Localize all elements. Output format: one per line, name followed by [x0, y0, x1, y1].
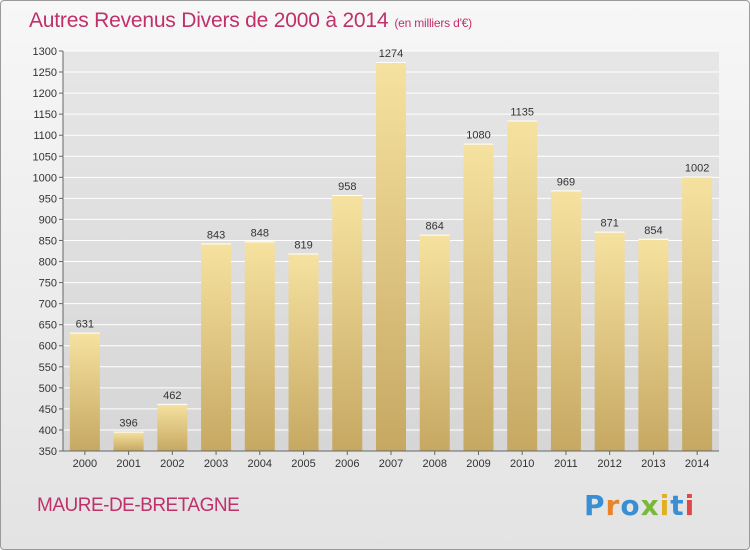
bar-value-label: 396 [119, 418, 137, 430]
logo-letter: o [620, 489, 641, 522]
logo-letter: i [659, 489, 671, 522]
bar-value-label: 969 [557, 176, 575, 188]
x-tick-label: 2007 [379, 458, 403, 470]
bar [463, 143, 494, 451]
x-tick-label: 2002 [160, 458, 184, 470]
y-tick-label: 350 [39, 446, 57, 458]
chart-title-text: Autres Revenus Divers de 2000 à 2014 [29, 9, 389, 32]
bar [550, 190, 581, 452]
y-tick-label: 1200 [33, 88, 57, 100]
bar [638, 238, 669, 451]
y-tick-label: 450 [39, 404, 57, 416]
chart-title: Autres Revenus Divers de 2000 à 2014 (en … [29, 9, 472, 33]
y-tick-label: 500 [39, 383, 57, 395]
bars [69, 61, 713, 452]
x-tick-label: 2014 [685, 458, 709, 470]
bar [594, 231, 625, 451]
y-tick-label: 1050 [33, 151, 57, 163]
bar [332, 195, 363, 451]
y-tick-label: 600 [39, 341, 57, 353]
bar-value-label: 843 [207, 229, 225, 241]
location-label: MAURE-DE-BRETAGNE [37, 495, 240, 516]
bar-value-label: 462 [163, 390, 181, 402]
y-tick-label: 1250 [33, 67, 57, 79]
logo-letter: r [605, 489, 621, 522]
y-tick-label: 850 [39, 235, 57, 247]
x-axis: 2000 2001 2002 2003 2004 2005 2006 2007 2008 2009… [63, 450, 719, 470]
y-tick-label: 950 [39, 193, 57, 205]
bar [288, 253, 319, 451]
logo-letter: i [684, 489, 696, 522]
bar-value-label: 631 [76, 319, 94, 331]
proxiti-logo: Proxiti [584, 489, 695, 522]
y-tick-label: 900 [39, 214, 57, 226]
x-tick-label: 2005 [291, 458, 315, 470]
x-tick-label: 2010 [510, 458, 534, 470]
x-tick-label: 2000 [73, 458, 97, 470]
x-tick-label: 2012 [597, 458, 621, 470]
bar [682, 176, 713, 451]
bar-value-label: 1002 [685, 162, 709, 174]
x-tick-label: 2013 [641, 458, 665, 470]
bar-value-label: 848 [251, 227, 269, 239]
bar-value-label: 1135 [510, 106, 534, 118]
logo-letter: t [670, 489, 685, 522]
x-tick-label: 2003 [204, 458, 228, 470]
y-tick-label: 1100 [33, 130, 57, 142]
bar [507, 120, 538, 451]
bar-value-label: 854 [644, 225, 662, 237]
bar-value-label: 819 [294, 240, 312, 252]
chart-subtitle: (en milliers d'€) [394, 16, 472, 30]
y-axis: 350 400 450 500 550 600 650 700 750 800 850 900 950 1… [33, 46, 64, 458]
y-tick-label: 1300 [33, 46, 57, 58]
bar [157, 403, 188, 451]
bar [69, 332, 100, 451]
x-tick-label: 2001 [116, 458, 140, 470]
y-tick-label: 750 [39, 278, 57, 290]
x-tick-label: 2008 [422, 458, 446, 470]
x-tick-label: 2006 [335, 458, 359, 470]
bar [201, 243, 232, 451]
bar-value-label: 864 [426, 221, 444, 233]
bar-value-label: 871 [600, 218, 618, 230]
bar [419, 234, 450, 451]
bar-value-label: 958 [338, 181, 356, 193]
x-tick-label: 2009 [466, 458, 490, 470]
y-tick-label: 700 [39, 299, 57, 311]
y-tick-label: 400 [39, 425, 57, 437]
bar [244, 241, 275, 451]
y-tick-label: 650 [39, 320, 57, 332]
bar [376, 61, 406, 452]
y-tick-label: 1000 [33, 172, 57, 184]
bar-value-label: 1080 [466, 130, 490, 142]
x-tick-label: 2011 [554, 458, 578, 470]
data-labels: 631 396 462 843 848 819 958 1274 864 1080 1135 969 8… [76, 48, 710, 430]
y-tick-label: 1150 [33, 109, 57, 121]
logo-letter: x [640, 489, 660, 522]
y-tick-label: 800 [39, 257, 57, 269]
bar [113, 431, 144, 451]
y-tick-label: 550 [39, 362, 57, 374]
logo-letter: P [584, 489, 606, 522]
bar-value-label: 1274 [379, 48, 403, 60]
x-tick-label: 2004 [248, 458, 272, 470]
